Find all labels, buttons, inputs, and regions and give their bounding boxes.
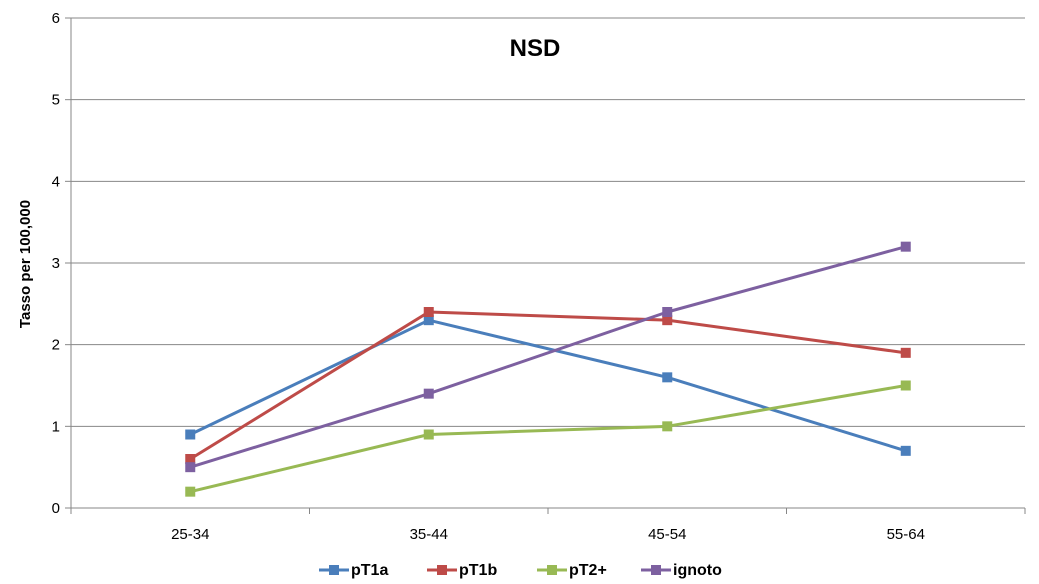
data-point (423, 429, 434, 440)
data-point (662, 307, 673, 317)
data-point (900, 380, 911, 391)
data-point (423, 307, 434, 317)
data-point (662, 315, 673, 326)
legend-swatch-marker (329, 565, 339, 575)
legend-item: pT1a (319, 562, 388, 579)
legend-swatch-marker (437, 565, 447, 575)
series-line-pt1b (189, 310, 906, 461)
legend-swatch-marker (651, 565, 661, 575)
chart-title: NSD (510, 35, 561, 62)
legend-swatch-marker (547, 565, 557, 575)
legend: pT1a pT1b pT2+ ignoto (319, 562, 722, 579)
data-point (900, 445, 911, 456)
legend-item: pT1b (427, 562, 497, 579)
data-point (185, 486, 196, 497)
x-tick-label: 55-64 (887, 526, 925, 543)
x-tick-label: 35-44 (410, 526, 448, 543)
y-tick-label: 1 (52, 418, 60, 435)
gridlines (71, 17, 1025, 427)
y-tick-label: 0 (52, 500, 60, 517)
data-point (900, 347, 911, 358)
legend-label: ignoto (673, 562, 722, 579)
data-point (900, 241, 911, 252)
legend-label: pT1a (351, 562, 388, 579)
series-line-pt2 (189, 384, 907, 494)
data-point (423, 315, 434, 326)
x-tick-label: 25-34 (171, 526, 209, 543)
x-tick-label: 45-54 (648, 526, 686, 543)
data-point (423, 388, 434, 399)
y-tick-label: 2 (52, 337, 60, 354)
series-lines (185, 241, 911, 497)
data-point (662, 421, 673, 432)
series-line-ignoto (189, 245, 907, 469)
axes: 0 1 2 3 4 5 6 25-34 35-44 45-54 55-64 (52, 10, 1026, 543)
data-point (185, 454, 196, 464)
data-point (662, 372, 673, 383)
data-point (185, 429, 196, 440)
legend-label: pT1b (459, 562, 497, 579)
y-tick-label: 3 (52, 255, 60, 272)
legend-item: ignoto (641, 562, 722, 579)
legend-label: pT2+ (569, 562, 607, 579)
y-axis-title: Tasso per 100,000 (17, 200, 34, 328)
y-tick-label: 4 (52, 173, 60, 190)
data-point (185, 462, 196, 473)
y-tick-label: 5 (52, 92, 60, 109)
y-tick-label: 6 (52, 10, 60, 27)
series-line-pt1a (189, 318, 907, 453)
legend-item: pT2+ (537, 562, 607, 579)
